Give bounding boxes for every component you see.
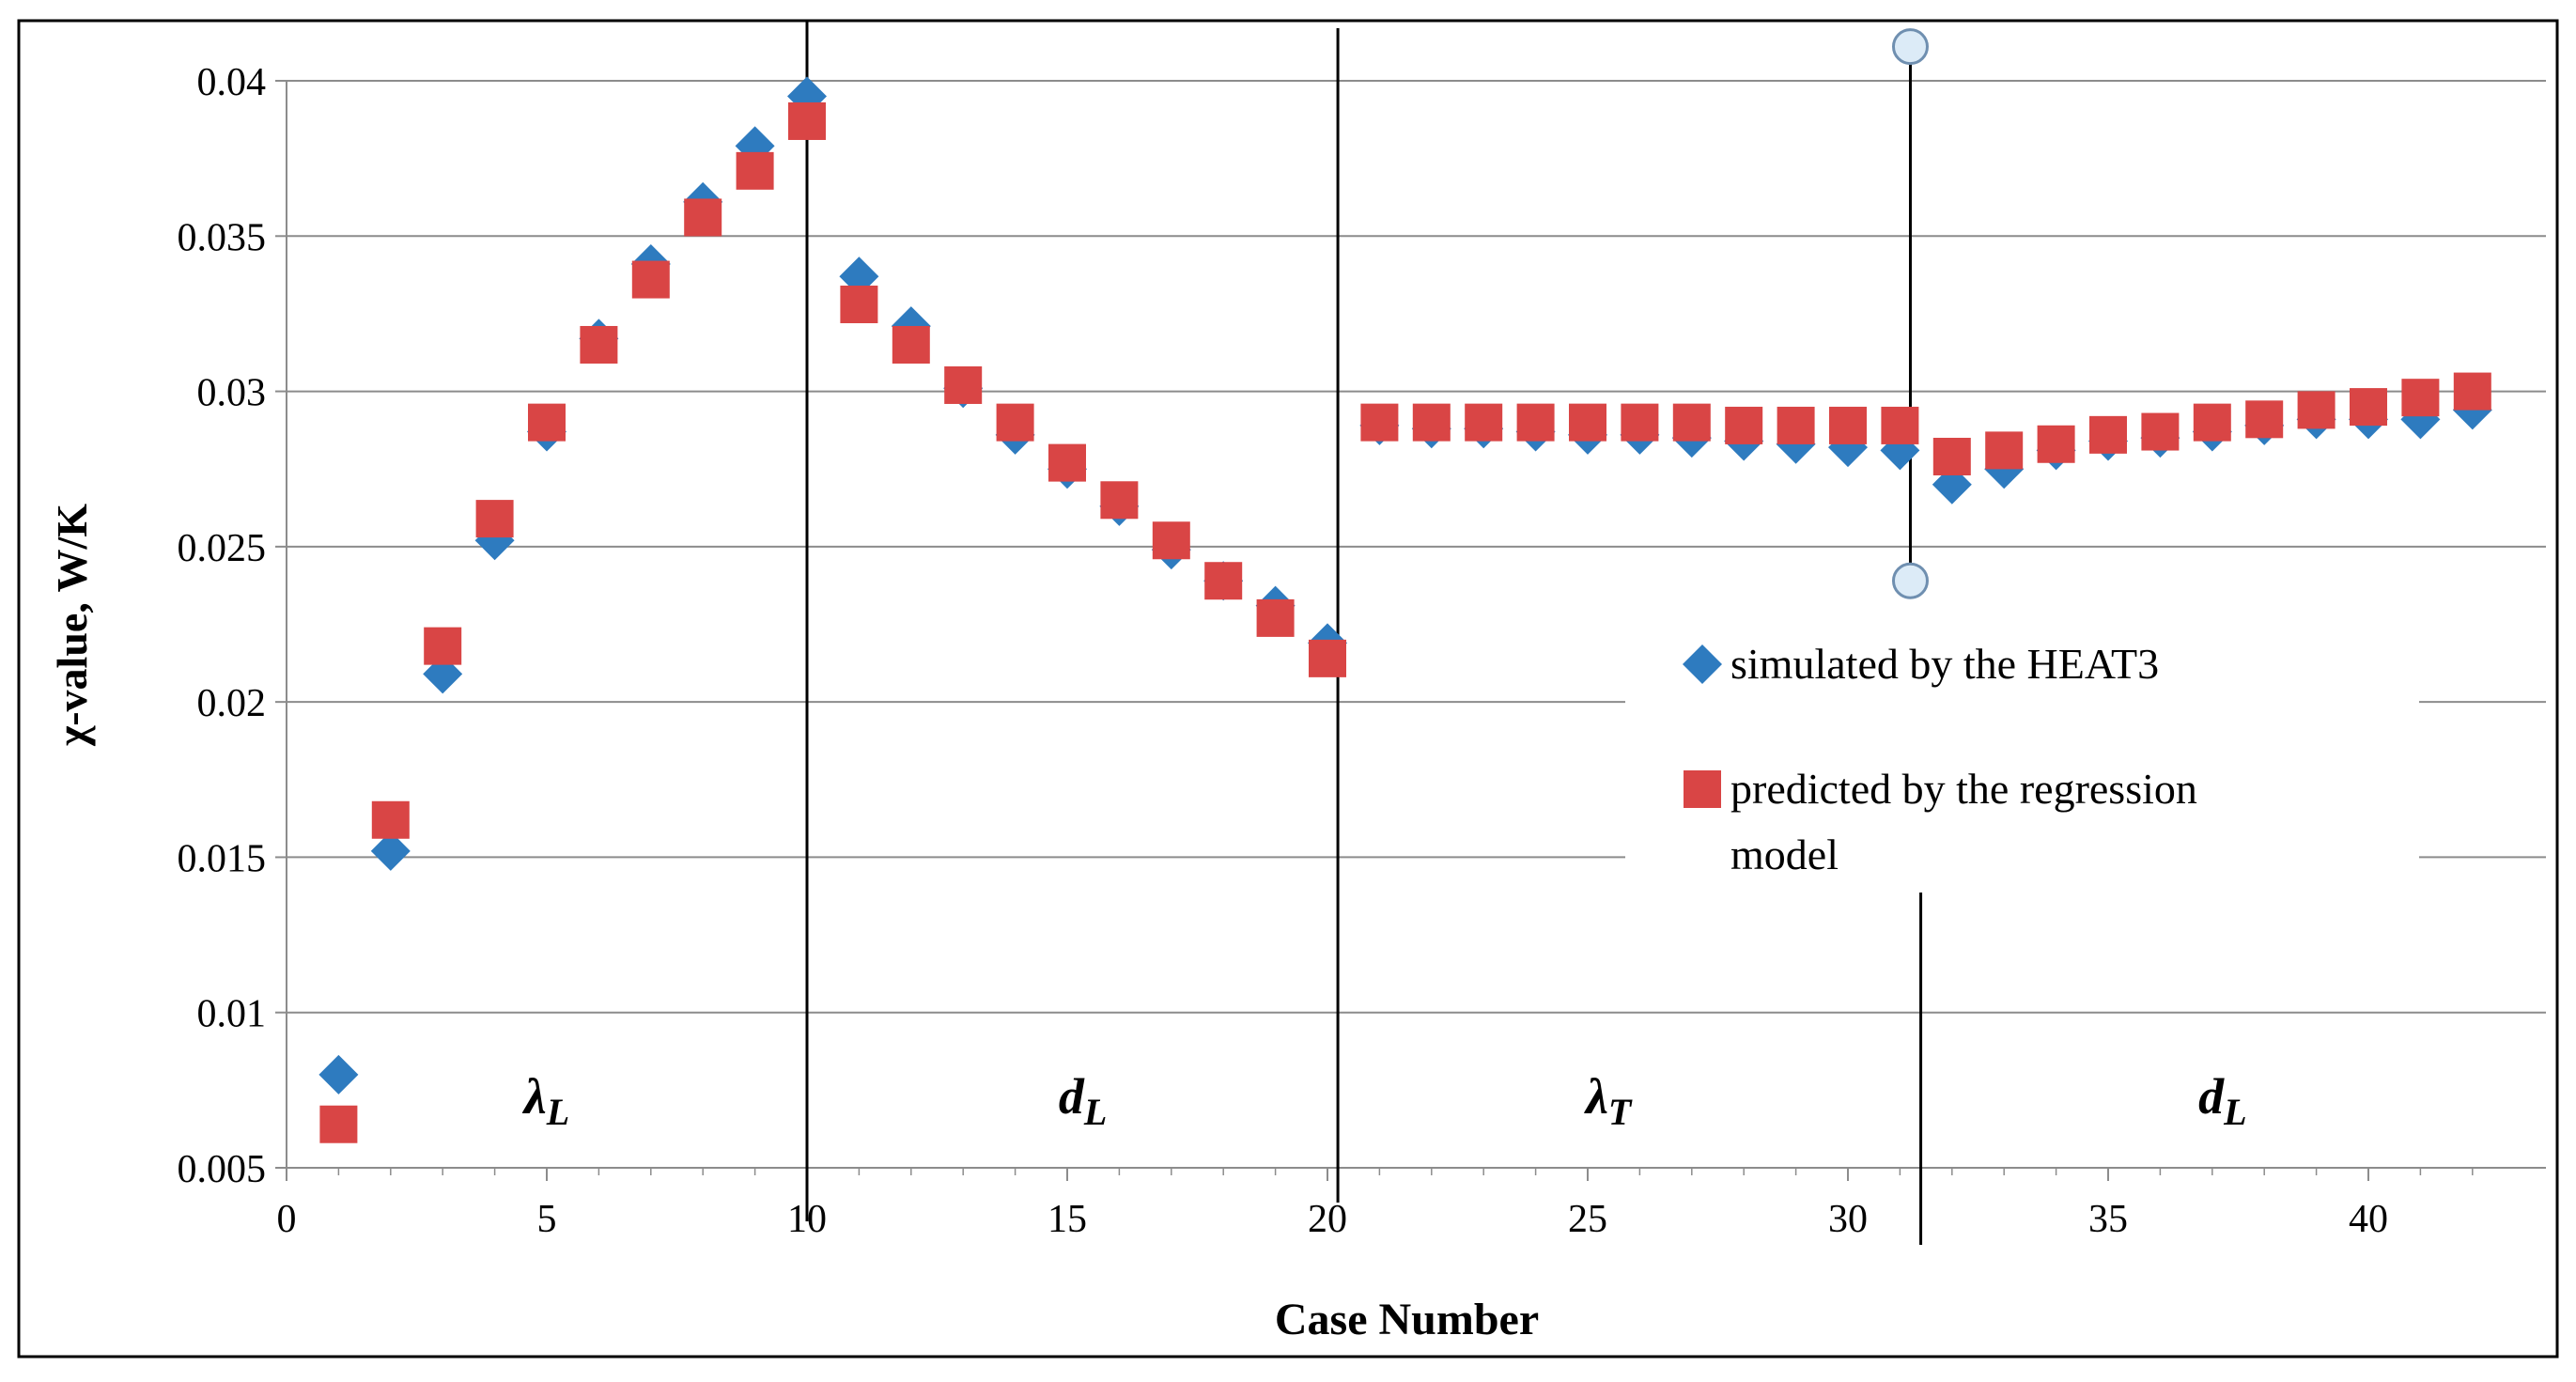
- region-symbol: d: [2198, 1068, 2225, 1125]
- region-symbol: d: [1059, 1068, 1085, 1125]
- error-range-handle-bottom: [1891, 562, 1929, 599]
- data-point-predicted: [1516, 403, 1555, 442]
- data-point-predicted: [1360, 403, 1399, 442]
- annotations: [1891, 28, 1929, 599]
- data-point-predicted: [2350, 388, 2387, 427]
- region-label: dL: [1059, 1068, 1107, 1133]
- region-label: λT: [1584, 1068, 1633, 1133]
- data-point-predicted: [631, 260, 670, 299]
- x-axis-title: Case Number: [1275, 1295, 1539, 1344]
- x-tick-label: 30: [1828, 1198, 1868, 1241]
- y-tick-label: 0.035: [178, 216, 267, 259]
- data-point-predicted: [1569, 403, 1606, 442]
- legend: simulated by the HEAT3 predicted by the r…: [1625, 601, 2419, 878]
- region-subscript: L: [1083, 1091, 1107, 1133]
- data-point-predicted: [1881, 406, 1919, 444]
- legend-label-simulated: simulated by the HEAT3: [1730, 640, 2159, 688]
- y-tick-label: 0.04: [197, 61, 267, 104]
- data-point-predicted: [1725, 406, 1763, 444]
- data-point-predicted: [840, 286, 878, 324]
- y-tick-label: 0.005: [178, 1148, 267, 1191]
- region-label: λL: [522, 1068, 569, 1133]
- y-axis-title: χ-value, W/K: [48, 504, 96, 747]
- region-symbol: λ: [1584, 1068, 1608, 1125]
- x-tick-label: 25: [1568, 1198, 1607, 1241]
- data-point-predicted: [1621, 403, 1659, 442]
- data-point-predicted: [1204, 562, 1243, 600]
- data-point-predicted: [2141, 412, 2180, 451]
- x-tick-label: 0: [277, 1198, 297, 1241]
- data-point-predicted: [1672, 403, 1711, 442]
- data-point-predicted: [1465, 403, 1503, 442]
- data-point-predicted: [2245, 400, 2284, 439]
- data-point-simulated: [318, 1054, 359, 1095]
- y-tick-label: 0.01: [197, 993, 267, 1036]
- data-point-predicted: [371, 800, 410, 839]
- x-tick-label: 40: [2349, 1198, 2388, 1241]
- data-point-predicted: [996, 403, 1034, 442]
- legend-background: [1625, 601, 2419, 864]
- data-point-predicted: [892, 325, 930, 364]
- data-point-predicted: [2193, 403, 2231, 442]
- data-point-predicted: [1100, 481, 1139, 520]
- data-point-predicted: [2401, 379, 2440, 417]
- data-point-predicted: [319, 1105, 358, 1143]
- data-points: [318, 76, 2492, 1143]
- region-symbol: λ: [522, 1068, 547, 1125]
- legend-marker-simulated: [1683, 644, 1722, 684]
- data-point-predicted: [475, 500, 514, 538]
- data-point-predicted: [2037, 425, 2075, 463]
- legend-marker-predicted: [1684, 770, 1721, 808]
- y-tick-label: 0.02: [197, 682, 267, 725]
- region-subscript: T: [1608, 1091, 1633, 1133]
- data-point-predicted: [2297, 391, 2335, 429]
- y-tick-label: 0.03: [197, 372, 267, 415]
- data-point-predicted: [2089, 415, 2127, 454]
- data-point-predicted: [1256, 598, 1295, 637]
- data-point-predicted: [1777, 406, 1815, 444]
- data-point-predicted: [1152, 521, 1190, 560]
- x-tick-label: 5: [537, 1198, 557, 1241]
- region-subscript: L: [546, 1091, 569, 1133]
- x-tick-label: 20: [1308, 1198, 1347, 1241]
- data-point-predicted: [1412, 403, 1451, 442]
- error-range-handle-top: [1891, 28, 1929, 66]
- data-point-predicted: [528, 403, 566, 442]
- data-point-predicted: [788, 101, 826, 140]
- x-tick-label: 35: [2088, 1198, 2128, 1241]
- data-point-predicted: [1048, 443, 1086, 482]
- data-point-predicted: [1829, 406, 1867, 444]
- data-point-predicted: [2453, 372, 2491, 411]
- legend-label-predicted-line1: predicted by the regression: [1730, 765, 2197, 813]
- y-tick-label: 0.025: [178, 527, 267, 570]
- data-point-predicted: [580, 325, 618, 364]
- data-point-predicted: [684, 198, 722, 237]
- region-dividers: [805, 21, 1923, 1245]
- data-point-predicted: [424, 627, 462, 665]
- x-tick-label: 15: [1047, 1198, 1087, 1241]
- region-label: dL: [2198, 1068, 2246, 1133]
- data-point-predicted: [1932, 437, 1971, 475]
- data-point-predicted: [736, 151, 774, 190]
- y-tick-label: 0.015: [178, 837, 267, 880]
- data-point-predicted: [1309, 639, 1346, 677]
- data-point-predicted: [1985, 431, 2024, 470]
- legend-label-predicted-line2: model: [1730, 831, 1839, 878]
- data-point-predicted: [944, 365, 983, 404]
- data-point-simulated: [370, 831, 411, 871]
- region-subscript: L: [2223, 1091, 2246, 1133]
